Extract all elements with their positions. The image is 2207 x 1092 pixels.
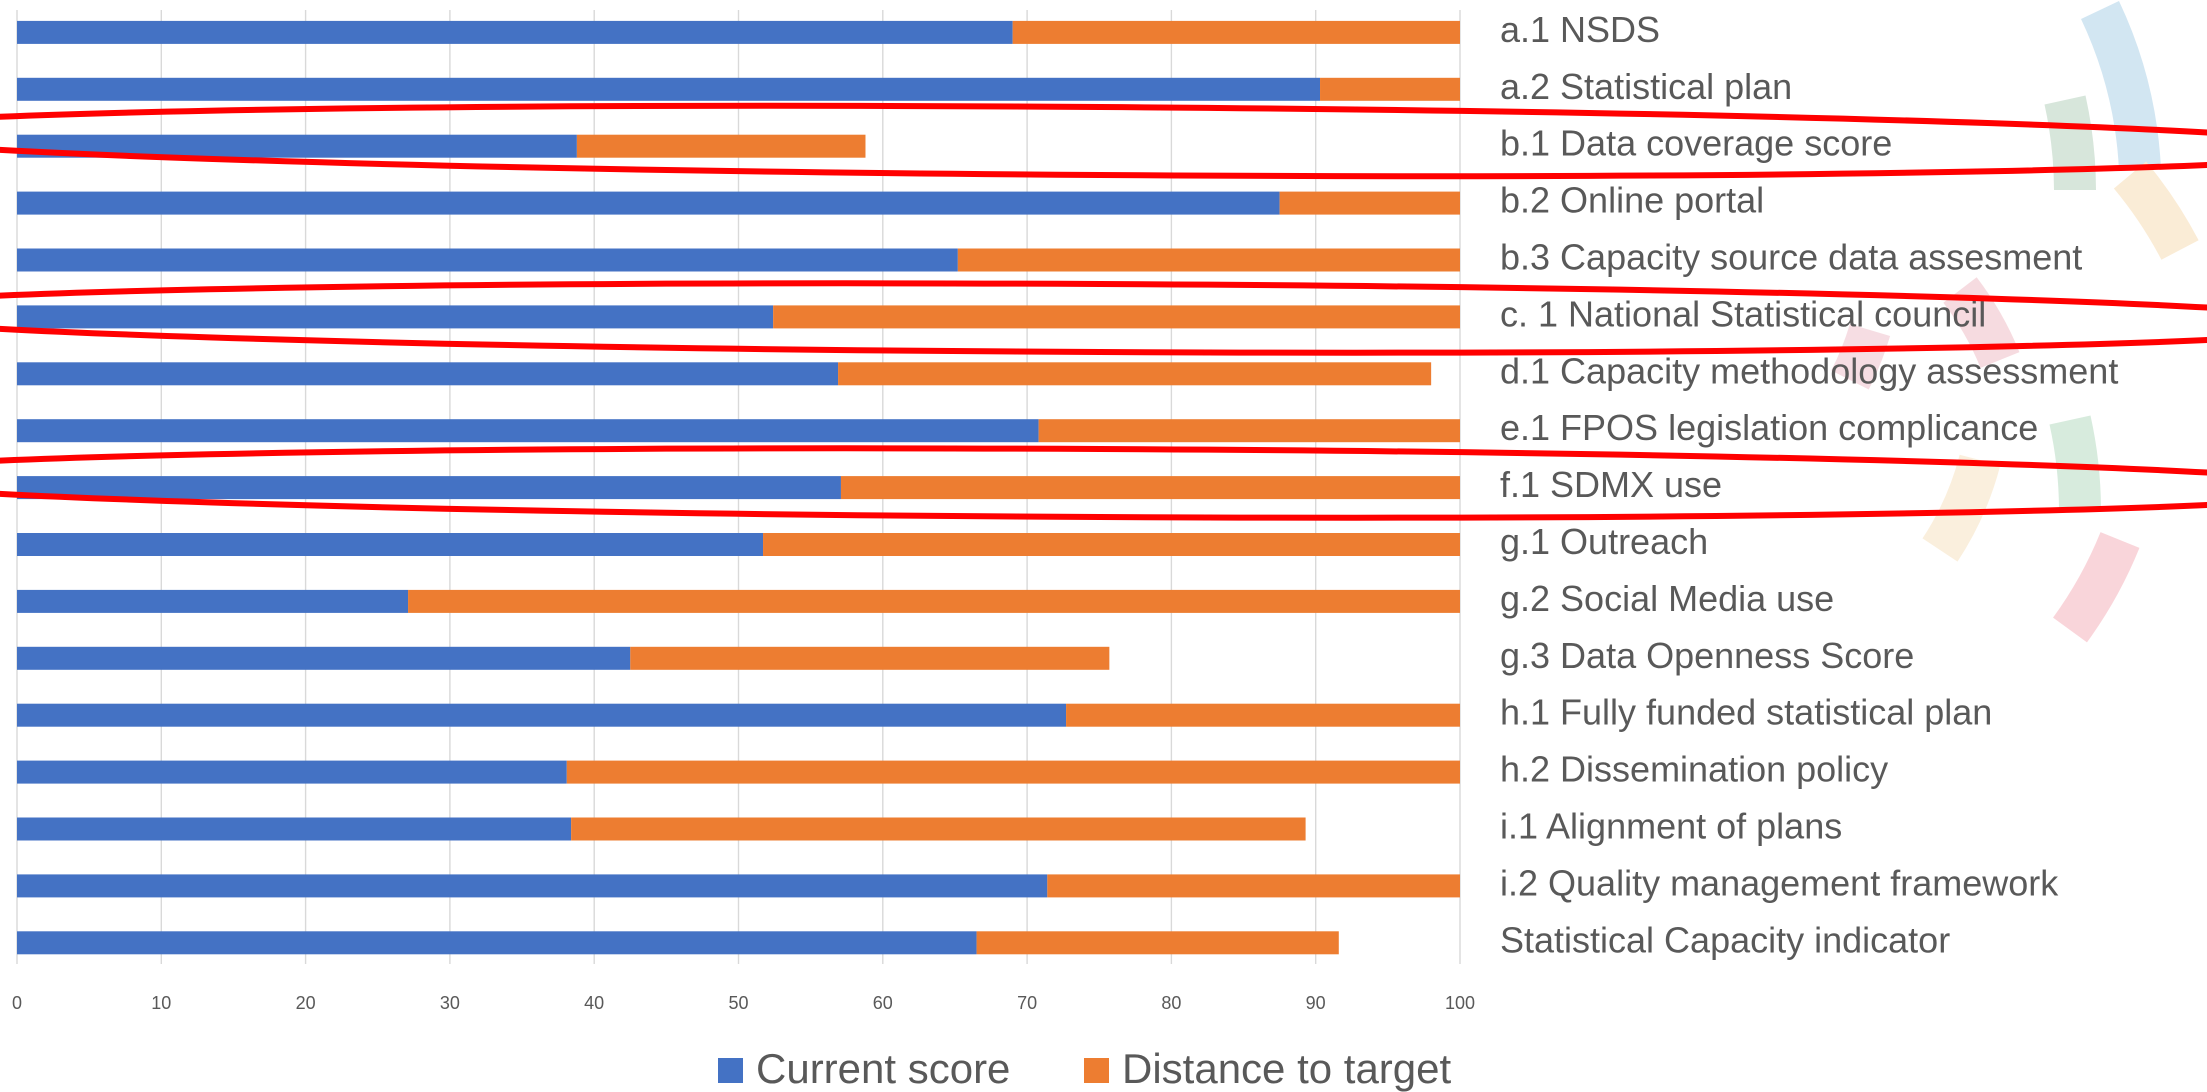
bar xyxy=(17,704,1066,727)
category-label: h.2 Dissemination policy xyxy=(1500,749,1888,790)
legend-swatch xyxy=(1084,1058,1109,1083)
legend-swatch xyxy=(718,1058,743,1083)
bar xyxy=(577,135,866,158)
x-tick-label: 70 xyxy=(1017,993,1037,1013)
bar xyxy=(1013,21,1460,44)
bar xyxy=(17,78,1320,101)
x-tick-label: 20 xyxy=(296,993,316,1013)
bar xyxy=(977,931,1339,954)
bar xyxy=(17,931,977,954)
legend-label: Current score xyxy=(756,1045,1010,1092)
bar xyxy=(17,818,571,841)
category-label: b.3 Capacity source data assesment xyxy=(1500,237,2082,278)
category-label: g.2 Social Media use xyxy=(1500,578,1834,619)
category-label: e.1 FPOS legislation complicance xyxy=(1500,407,2038,448)
x-tick-label: 60 xyxy=(873,993,893,1013)
category-label: Statistical Capacity indicator xyxy=(1500,919,1950,960)
bar xyxy=(1066,704,1460,727)
bar xyxy=(838,362,1431,385)
legend-label: Distance to target xyxy=(1122,1045,1452,1092)
x-tick-label: 90 xyxy=(1306,993,1326,1013)
x-tick-label: 0 xyxy=(12,993,22,1013)
category-label: d.1 Capacity methodology assessment xyxy=(1500,350,2118,391)
bar xyxy=(17,192,1280,215)
category-label: i.1 Alignment of plans xyxy=(1500,806,1842,847)
bar xyxy=(408,590,1460,613)
bar xyxy=(17,419,1039,442)
x-tick-label: 10 xyxy=(151,993,171,1013)
bar xyxy=(17,362,838,385)
category-label: a.2 Statistical plan xyxy=(1500,66,1792,107)
category-label: c. 1 National Statistical council xyxy=(1500,293,1986,334)
bar xyxy=(567,761,1460,784)
bar xyxy=(17,761,567,784)
bar xyxy=(1039,419,1460,442)
x-tick-label: 30 xyxy=(440,993,460,1013)
chart: 0 10 20 30 40 50 60 70 80 90 100 a.1 NSDS a.2 Statis… xyxy=(0,0,2207,1092)
x-tick-label: 50 xyxy=(728,993,748,1013)
x-tick-label: 40 xyxy=(584,993,604,1013)
bar xyxy=(1047,874,1460,897)
bar xyxy=(17,874,1047,897)
category-label: g.3 Data Openness Score xyxy=(1500,635,1914,676)
bar xyxy=(841,476,1460,499)
category-label: g.1 Outreach xyxy=(1500,521,1708,562)
category-label: f.1 SDMX use xyxy=(1500,464,1722,505)
bar xyxy=(17,590,408,613)
category-label: a.1 NSDS xyxy=(1500,9,1660,50)
bar xyxy=(1280,192,1460,215)
x-tick-label: 100 xyxy=(1445,993,1475,1013)
x-tick-label: 80 xyxy=(1161,993,1181,1013)
category-label: h.1 Fully funded statistical plan xyxy=(1500,692,1992,733)
bar xyxy=(571,818,1305,841)
bar xyxy=(17,21,1013,44)
bar xyxy=(763,533,1460,556)
bar xyxy=(17,476,841,499)
bar xyxy=(17,533,763,556)
bar xyxy=(17,249,958,272)
bar xyxy=(17,305,773,328)
bar xyxy=(958,249,1460,272)
bar xyxy=(17,647,630,670)
bar xyxy=(773,305,1460,328)
category-label: b.1 Data coverage score xyxy=(1500,123,1892,164)
bar xyxy=(630,647,1109,670)
category-label: b.2 Online portal xyxy=(1500,180,1764,221)
category-label: i.2 Quality management framework xyxy=(1500,862,2059,903)
bar xyxy=(1320,78,1460,101)
